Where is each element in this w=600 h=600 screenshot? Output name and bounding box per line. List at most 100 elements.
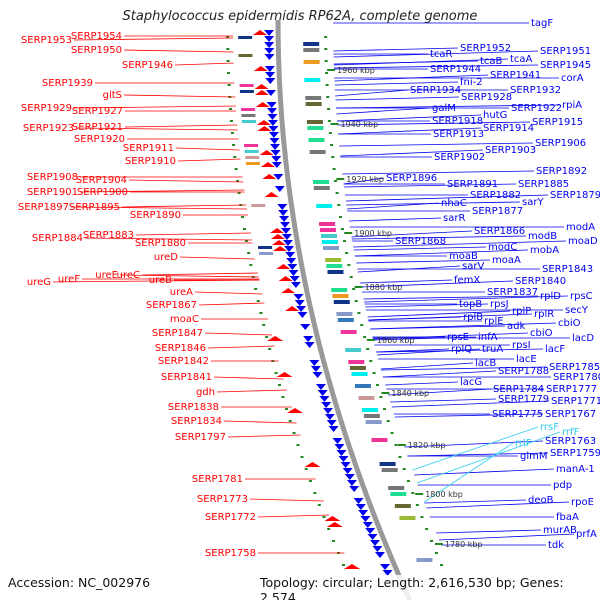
feature-box xyxy=(340,330,357,334)
tick-dot xyxy=(292,432,296,434)
feature-box xyxy=(399,516,416,520)
reverse-gene-arrow xyxy=(267,108,278,114)
gene-label: tcaA xyxy=(510,54,533,65)
reverse-gene-arrow xyxy=(365,528,376,534)
tick-dot xyxy=(249,264,253,266)
gene-label: SERP1914 xyxy=(483,123,534,134)
feature-box xyxy=(316,204,333,208)
tick-dot xyxy=(233,156,237,158)
feature-box xyxy=(362,408,379,412)
label-leader-line xyxy=(394,413,544,418)
gene-label: ureC xyxy=(117,270,140,281)
tick-dot xyxy=(229,108,233,110)
gene-label: SERP1879 xyxy=(550,190,600,201)
label-leader-line xyxy=(360,280,514,288)
kbp-tick-mark xyxy=(327,69,336,71)
feature-box xyxy=(318,222,335,226)
tick-dot xyxy=(390,432,394,434)
label-leader-line xyxy=(335,96,460,101)
kbp-tick-label: 1840 kbp xyxy=(391,389,429,398)
tick-dot xyxy=(241,216,245,218)
gene-label: moaC xyxy=(170,314,199,325)
label-leader-line xyxy=(380,362,474,370)
label-leader-line xyxy=(360,279,453,284)
label-leader-line xyxy=(381,366,548,371)
reverse-gene-arrow xyxy=(312,372,323,378)
tick-dot xyxy=(324,60,328,62)
tick-dot xyxy=(386,420,390,422)
kbp-tick-mark xyxy=(344,232,353,234)
feature-box xyxy=(348,360,365,364)
gene-label: truA xyxy=(482,344,503,355)
gene-label: SERP1781 xyxy=(192,474,243,485)
tick-dot xyxy=(394,444,398,446)
label-leader-line xyxy=(346,202,440,210)
gene-label: fni-2 xyxy=(460,77,483,88)
gene-label: rplP xyxy=(512,306,531,317)
forward-gene-arrow xyxy=(254,90,269,95)
reverse-gene-arrow xyxy=(289,276,300,282)
label-leader-line xyxy=(333,50,539,58)
reverse-gene-arrow xyxy=(268,126,279,132)
gene-label: tcaR xyxy=(430,49,453,60)
gene-label: SERP1927 xyxy=(72,106,123,117)
feature-box xyxy=(321,240,338,244)
gene-label: SERP1883 xyxy=(83,230,134,241)
tick-dot xyxy=(406,480,410,482)
gene-label: SERP1840 xyxy=(515,276,566,287)
reverse-gene-arrow xyxy=(310,366,321,372)
tick-dot xyxy=(363,336,367,338)
tick-dot xyxy=(335,192,339,194)
topology-text: Topology: circular; Length: 2,616,530 bp… xyxy=(260,575,600,600)
label-leader-line xyxy=(388,388,492,396)
tick-dot xyxy=(328,132,332,134)
rna-label: rrsF xyxy=(540,422,559,433)
feature-box xyxy=(331,288,348,292)
tick-dot xyxy=(262,324,266,326)
feature-box xyxy=(244,150,259,153)
gene-label: glmM xyxy=(520,451,548,462)
gene-label: SERP1895 xyxy=(69,202,120,213)
reverse-gene-arrow xyxy=(374,552,385,558)
label-leader-line xyxy=(174,62,234,66)
forward-gene-arrow xyxy=(326,522,343,527)
forward-gene-arrow xyxy=(255,102,270,107)
label-leader-line xyxy=(198,302,265,306)
gene-label: SERP1946 xyxy=(122,60,173,71)
label-leader-line xyxy=(123,49,234,53)
gene-label: gdh xyxy=(196,387,215,398)
tick-dot xyxy=(379,396,383,398)
reverse-gene-arrow xyxy=(300,324,311,330)
tick-dot xyxy=(274,372,278,374)
reverse-gene-arrow xyxy=(284,246,295,252)
reverse-gene-arrow xyxy=(286,258,297,264)
label-leader-line xyxy=(204,332,272,336)
reverse-gene-arrow xyxy=(265,72,276,78)
tick-dot xyxy=(331,156,335,158)
gene-label: SERP1779 xyxy=(498,394,549,405)
kbp-tick-mark xyxy=(330,123,339,125)
tick-dot xyxy=(342,564,346,566)
feature-box xyxy=(258,246,273,249)
gene-label: SERP1780 xyxy=(553,372,600,383)
tick-dot xyxy=(369,360,373,362)
feature-box xyxy=(337,318,354,322)
reverse-gene-arrow xyxy=(380,564,391,570)
gene-label: SERP1903 xyxy=(485,145,536,156)
reverse-gene-arrow xyxy=(296,306,307,312)
gene-label: infA xyxy=(478,332,498,343)
reverse-gene-arrow xyxy=(264,36,275,42)
forward-gene-arrow xyxy=(344,564,361,569)
gene-label: SERP1904 xyxy=(76,175,127,186)
tick-dot xyxy=(420,516,424,518)
feature-box xyxy=(259,252,274,255)
reverse-gene-arrow xyxy=(303,336,314,342)
gene-label: SERP1896 xyxy=(386,173,437,184)
rna-leader-line xyxy=(412,426,539,471)
gene-label: SERP1920 xyxy=(74,134,125,145)
rna-leader-line xyxy=(423,442,514,503)
label-leader-line xyxy=(257,514,330,518)
reverse-gene-arrow xyxy=(268,132,279,138)
feature-box xyxy=(351,372,368,376)
label-leader-line xyxy=(340,149,484,157)
